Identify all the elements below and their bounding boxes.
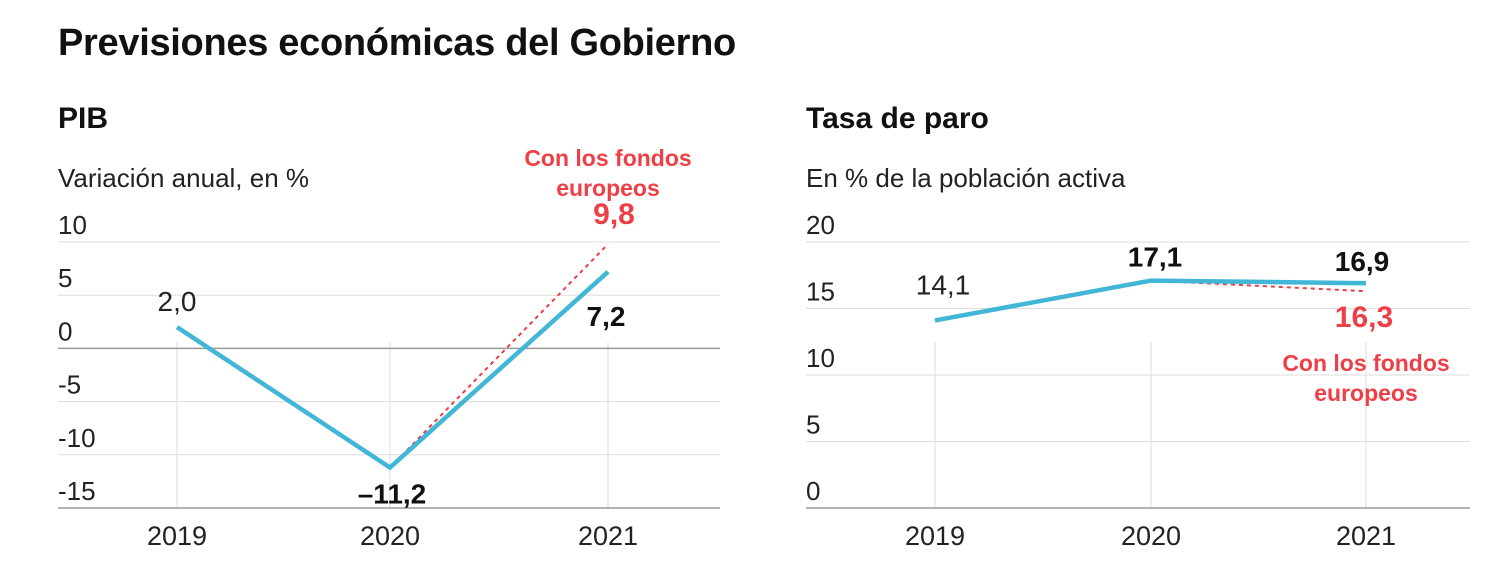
page-title: Previsiones económicas del Gobierno: [58, 22, 736, 64]
pib-y-tick-label: -5: [58, 370, 81, 400]
pib-y-tick-label: -15: [58, 476, 96, 506]
pib-data-label-2019: 2,0: [158, 286, 197, 317]
pib-annotation-line: Con los fondos: [524, 145, 691, 171]
paro-y-tick-label: 10: [806, 343, 835, 373]
pib-chart-title: PIB: [58, 102, 109, 135]
paro-data-label-2019: 14,1: [916, 269, 971, 300]
pib-main-series-line: [175, 270, 610, 471]
pib-y-tick-label: 0: [58, 316, 72, 346]
paro-x-tick-label: 2021: [1336, 521, 1396, 551]
paro-y-tick-label: 20: [806, 210, 835, 240]
paro-annotation-line: Con los fondos: [1282, 350, 1449, 376]
paro-alt-data-label: 16,3: [1335, 301, 1393, 334]
paro-annotation-line: europeos: [1314, 380, 1418, 406]
pib-data-label-2021: 7,2: [587, 301, 626, 332]
paro-data-label-2021: 16,9: [1335, 246, 1390, 277]
pib-x-tick-label: 2020: [360, 521, 420, 551]
paro-chart-title: Tasa de paro: [806, 102, 989, 135]
pib-y-tick-label: 10: [58, 210, 87, 240]
pib-alt-series-line: [389, 243, 609, 469]
paro-y-tick-label: 5: [806, 410, 820, 440]
paro-x-tick-label: 2019: [905, 521, 965, 551]
pib-x-tick-label: 2021: [578, 521, 638, 551]
pib-y-tick-label: -10: [58, 423, 96, 453]
pib-alt-data-label: 9,8: [593, 198, 635, 231]
paro-main-series-line: [934, 278, 1367, 323]
paro-y-tick-label: 15: [806, 277, 835, 307]
pib-chart-subtitle: Variación anual, en %: [58, 163, 310, 193]
pib-data-label-2020: –11,2: [358, 479, 427, 510]
paro-x-tick-label: 2020: [1121, 521, 1181, 551]
paro-data-label-2020: 17,1: [1128, 242, 1183, 273]
pib-x-tick-label: 2019: [147, 521, 207, 551]
pib-annotation-line: europeos: [556, 175, 660, 201]
pib-y-tick-label: 5: [58, 263, 72, 293]
paro-chart-subtitle: En % de la población activa: [806, 163, 1126, 193]
paro-y-tick-label: 0: [806, 476, 820, 506]
